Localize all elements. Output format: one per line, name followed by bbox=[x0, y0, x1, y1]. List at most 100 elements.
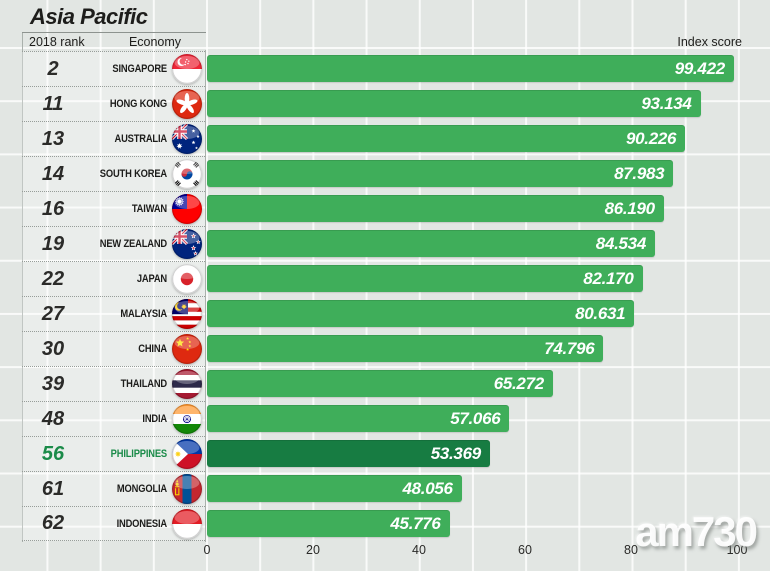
table-row: 16 TAIWAN 86.190 bbox=[0, 191, 770, 226]
score-value: 82.170 bbox=[583, 268, 634, 288]
row-left-panel: 48 INDIA bbox=[22, 401, 205, 436]
table-row: 30 CHINA 74.796 bbox=[0, 331, 770, 366]
score-value: 99.422 bbox=[674, 58, 726, 78]
row-left-panel: 16 TAIWAN bbox=[22, 191, 205, 226]
rank-value: 11 bbox=[42, 92, 64, 115]
score-value: 87.983 bbox=[614, 163, 665, 183]
table-row: 39 THAILAND 65.272 bbox=[0, 366, 770, 401]
axis-tick-label: 20 bbox=[306, 543, 320, 557]
score-bar: 65.272 bbox=[207, 370, 553, 397]
score-bar: 53.369 bbox=[207, 440, 490, 467]
economy-name: NEW ZEALAND bbox=[99, 238, 167, 250]
rank-value: 48 bbox=[41, 407, 65, 430]
hong-kong-flag-icon bbox=[172, 89, 202, 119]
table-row: 2 SINGAPORE 99.422 bbox=[0, 51, 770, 86]
score-value: 48.056 bbox=[402, 478, 453, 498]
chart-title: Asia Pacific bbox=[30, 4, 148, 29]
left-panel-left-border bbox=[22, 33, 23, 542]
score-bar: 84.534 bbox=[207, 230, 655, 257]
axis-tick-label: 100 bbox=[726, 543, 748, 557]
table-row: 56 PHILIPPINES 53.369 bbox=[0, 436, 770, 471]
row-left-panel: 22 JAPAN bbox=[22, 261, 205, 296]
rank-value: 61 bbox=[41, 477, 65, 500]
axis-tick-label: 40 bbox=[412, 543, 426, 557]
row-left-panel: 11 HONG KONG bbox=[22, 86, 205, 121]
rank-table: 2 SINGAPORE 99.422 11 HONG KONG 93.134 13 AUSTR… bbox=[0, 51, 770, 541]
table-row: 62 INDONESIA 45.776 bbox=[0, 506, 770, 541]
economy-name: PHILIPPINES bbox=[110, 448, 167, 460]
left-panel-right-border bbox=[205, 50, 206, 542]
score-bar: 93.134 bbox=[207, 90, 701, 117]
am730-watermark-logo: am730 bbox=[635, 508, 758, 555]
table-row: 13 AUSTRALIA 90.226 bbox=[0, 121, 770, 156]
rank-value: 62 bbox=[41, 512, 65, 534]
score-bar: 48.056 bbox=[207, 475, 462, 502]
table-row: 19 NEW ZEALAND 84.534 bbox=[0, 226, 770, 261]
rank-value: 13 bbox=[41, 127, 65, 150]
row-left-panel: 14 SOUTH KOREA bbox=[22, 156, 205, 191]
rank-value: 39 bbox=[41, 372, 65, 395]
china-flag-icon bbox=[172, 334, 202, 364]
rank-value: 30 bbox=[41, 337, 65, 360]
economy-name: TAIWAN bbox=[131, 203, 167, 215]
south-korea-flag-icon bbox=[172, 159, 202, 189]
column-header-rank: 2018 rank bbox=[29, 35, 85, 49]
economy-name: JAPAN bbox=[136, 273, 167, 285]
score-value: 93.134 bbox=[641, 93, 692, 113]
table-row: 14 SOUTH KOREA 87.983 bbox=[0, 156, 770, 191]
axis-tick-label: 80 bbox=[624, 543, 638, 557]
mongolia-flag-icon bbox=[172, 474, 202, 504]
new-zealand-flag-icon bbox=[172, 229, 202, 259]
economy-name: INDIA bbox=[142, 413, 167, 425]
row-left-panel: 19 NEW ZEALAND bbox=[22, 226, 205, 261]
score-value: 84.534 bbox=[595, 233, 647, 253]
australia-flag-icon bbox=[172, 124, 202, 154]
economy-name: SOUTH KOREA bbox=[99, 168, 167, 180]
score-value: 65.272 bbox=[493, 373, 545, 393]
japan-flag-icon bbox=[172, 264, 202, 294]
india-flag-icon bbox=[172, 404, 202, 434]
economy-name: HONG KONG bbox=[109, 98, 167, 110]
row-left-panel: 61 MONGOLIA bbox=[22, 471, 205, 506]
malaysia-flag-icon bbox=[172, 299, 202, 329]
x-axis: 0 20 40 60 80 100 bbox=[203, 543, 748, 559]
score-value: 80.631 bbox=[575, 303, 626, 323]
axis-tick-label: 0 bbox=[203, 543, 211, 557]
axis-tick-label: 60 bbox=[518, 543, 532, 557]
row-left-panel: 39 THAILAND bbox=[22, 366, 205, 401]
economy-name: SINGAPORE bbox=[112, 63, 167, 75]
table-row: 11 HONG KONG 93.134 bbox=[0, 86, 770, 121]
economy-name: MALAYSIA bbox=[120, 308, 167, 320]
rank-value: 22 bbox=[41, 267, 65, 290]
score-bar: 99.422 bbox=[207, 55, 734, 82]
economy-name: CHINA bbox=[138, 343, 167, 355]
score-bar: 80.631 bbox=[207, 300, 635, 327]
singapore-flag-icon bbox=[172, 54, 202, 84]
score-bar: 45.776 bbox=[207, 510, 450, 537]
score-bar: 74.796 bbox=[207, 335, 604, 362]
score-bar: 82.170 bbox=[207, 265, 643, 292]
table-row: 27 MALAYSIA 80.631 bbox=[0, 296, 770, 331]
column-header-score: Index score bbox=[677, 35, 742, 49]
score-value: 57.066 bbox=[450, 408, 501, 428]
score-value: 45.776 bbox=[390, 513, 441, 533]
economy-name: AUSTRALIA bbox=[114, 133, 167, 145]
thailand-flag-icon bbox=[172, 369, 202, 399]
title-underline bbox=[22, 32, 206, 33]
row-left-panel: 30 CHINA bbox=[22, 331, 205, 366]
economy-name: THAILAND bbox=[120, 378, 168, 390]
economy-name: MONGOLIA bbox=[116, 483, 167, 495]
table-row: 22 JAPAN 82.170 bbox=[0, 261, 770, 296]
rank-value: 56 bbox=[41, 442, 65, 465]
score-value: 90.226 bbox=[625, 128, 677, 148]
rank-value: 27 bbox=[41, 302, 65, 325]
score-value: 74.796 bbox=[544, 338, 595, 358]
table-row: 61 MONGOLIA 48.056 bbox=[0, 471, 770, 506]
indonesia-flag-icon bbox=[172, 508, 202, 539]
score-bar: 87.983 bbox=[207, 160, 674, 187]
economy-name: INDONESIA bbox=[116, 517, 168, 530]
score-bar: 86.190 bbox=[207, 195, 664, 222]
rank-value: 14 bbox=[41, 162, 65, 185]
row-left-panel: 13 AUSTRALIA bbox=[22, 121, 205, 156]
